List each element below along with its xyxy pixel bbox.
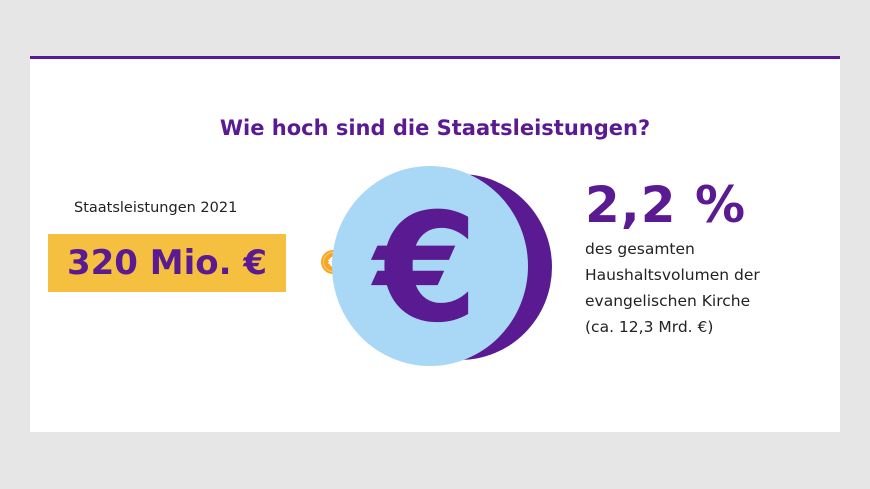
description-line: evangelischen Kirche (585, 292, 751, 310)
infographic-card: Wie hoch sind die Staatsleistungen? Staa… (30, 56, 840, 432)
large-coin-symbol: € (371, 182, 478, 356)
infographic-title: Wie hoch sind die Staatsleistungen? (219, 116, 651, 140)
amount-label: Staatsleistungen 2021 (74, 200, 238, 216)
large-euro-coin-icon: € (330, 162, 560, 372)
description-line: des gesamten (585, 240, 695, 258)
amount-value: 320 Mio. € (66, 243, 268, 283)
description-line: Haushaltsvolumen der (585, 266, 760, 284)
top-divider (30, 56, 840, 59)
percent-description: des gesamten Haushaltsvolumen der evange… (585, 236, 815, 340)
description-line: (ca. 12,3 Mrd. €) (585, 318, 714, 336)
amount-highlight-box: 320 Mio. € (48, 234, 286, 292)
percent-value: 2,2 % (585, 176, 747, 234)
